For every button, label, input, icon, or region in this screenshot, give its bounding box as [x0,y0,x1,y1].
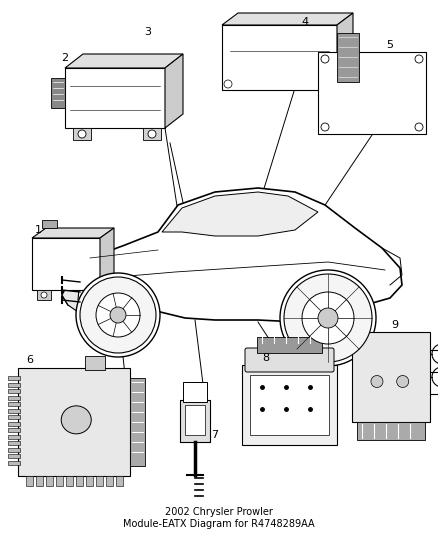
Text: 3: 3 [145,27,152,37]
Text: 1: 1 [35,225,42,235]
Bar [8,402,20,406]
Circle shape [41,292,47,298]
Circle shape [432,367,438,387]
Text: 8: 8 [262,353,269,363]
Text: 2002 Chrysler Prowler: 2002 Chrysler Prowler [165,507,273,517]
Bar [183,382,207,402]
Text: 9: 9 [392,320,399,330]
Bar [318,52,426,134]
Polygon shape [62,265,90,316]
Bar [337,33,359,82]
Text: 6: 6 [27,355,33,365]
Bar [357,422,425,440]
Polygon shape [222,25,337,90]
Bar [8,428,20,432]
Bar [143,128,161,140]
Bar [76,476,83,486]
Polygon shape [62,188,402,322]
Bar [106,476,113,486]
Polygon shape [32,238,100,290]
Bar [8,376,20,380]
Bar [8,461,20,464]
Polygon shape [222,13,353,25]
FancyBboxPatch shape [245,348,334,372]
Bar [73,128,91,140]
Bar [8,383,20,386]
Circle shape [96,293,140,337]
Circle shape [76,273,160,357]
Bar [8,434,20,439]
Bar [8,422,20,425]
Bar [8,448,20,451]
Bar [96,476,103,486]
Text: 2: 2 [61,53,69,63]
Circle shape [224,80,232,88]
Bar [352,332,430,422]
Bar [116,476,123,486]
Polygon shape [337,13,353,90]
Bar [180,400,210,442]
Polygon shape [65,68,165,128]
Circle shape [110,307,126,323]
Text: 4: 4 [301,17,308,27]
Ellipse shape [61,406,91,434]
Circle shape [432,344,438,364]
Bar [8,408,20,413]
Bar [51,78,65,108]
Bar [85,356,105,370]
Bar [250,375,329,435]
Polygon shape [65,54,183,68]
Polygon shape [100,228,114,290]
Text: Module-EATX Diagram for R4748289AA: Module-EATX Diagram for R4748289AA [123,519,315,529]
Text: 7: 7 [212,430,219,440]
Bar [18,368,130,476]
Bar [8,389,20,393]
Circle shape [371,376,383,387]
Bar [130,378,145,466]
Bar [56,476,63,486]
Circle shape [415,55,423,63]
Circle shape [415,123,423,131]
Text: 5: 5 [386,40,393,50]
Polygon shape [165,54,183,128]
Circle shape [397,376,409,387]
Bar [36,476,43,486]
Polygon shape [162,192,318,236]
Bar [46,476,53,486]
Circle shape [302,292,354,344]
Circle shape [321,123,329,131]
Bar [86,476,93,486]
Circle shape [148,130,156,138]
Bar [42,220,57,228]
Polygon shape [32,228,114,238]
Bar [66,476,73,486]
Bar [37,290,51,300]
Bar [8,441,20,445]
Bar [185,405,205,435]
Bar [26,476,33,486]
Bar [257,337,322,353]
Circle shape [78,130,86,138]
Circle shape [318,308,338,328]
Circle shape [284,274,372,362]
Bar [8,454,20,458]
Bar [8,415,20,419]
Bar [8,395,20,400]
Circle shape [80,277,156,353]
Circle shape [280,270,376,366]
Circle shape [321,55,329,63]
Bar [242,365,337,445]
